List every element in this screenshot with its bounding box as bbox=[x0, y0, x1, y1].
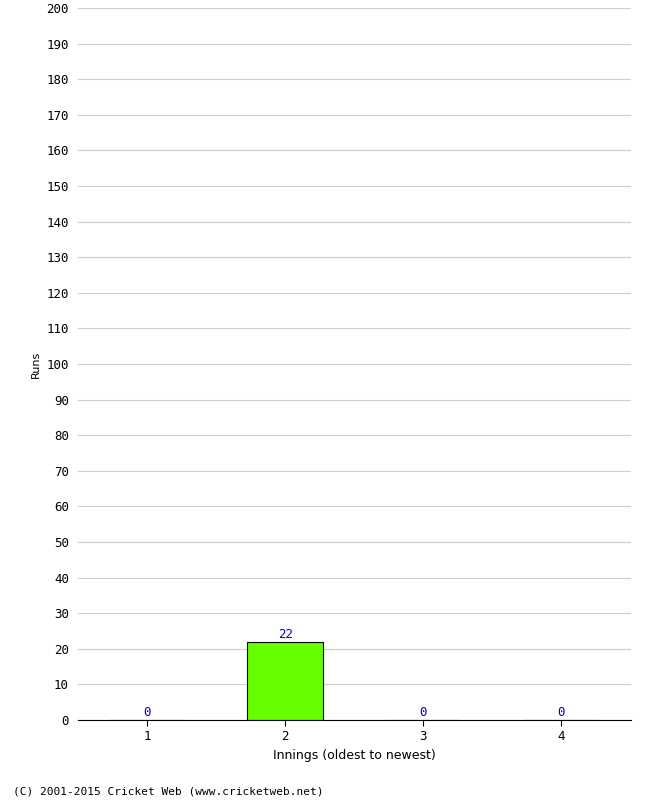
Text: 0: 0 bbox=[419, 706, 427, 719]
Y-axis label: Runs: Runs bbox=[31, 350, 41, 378]
Text: 0: 0 bbox=[143, 706, 151, 719]
Bar bbox=[247, 642, 323, 720]
X-axis label: Innings (oldest to newest): Innings (oldest to newest) bbox=[273, 749, 436, 762]
Text: 22: 22 bbox=[278, 628, 292, 641]
Text: (C) 2001-2015 Cricket Web (www.cricketweb.net): (C) 2001-2015 Cricket Web (www.cricketwe… bbox=[13, 786, 324, 796]
Text: 0: 0 bbox=[558, 706, 566, 719]
